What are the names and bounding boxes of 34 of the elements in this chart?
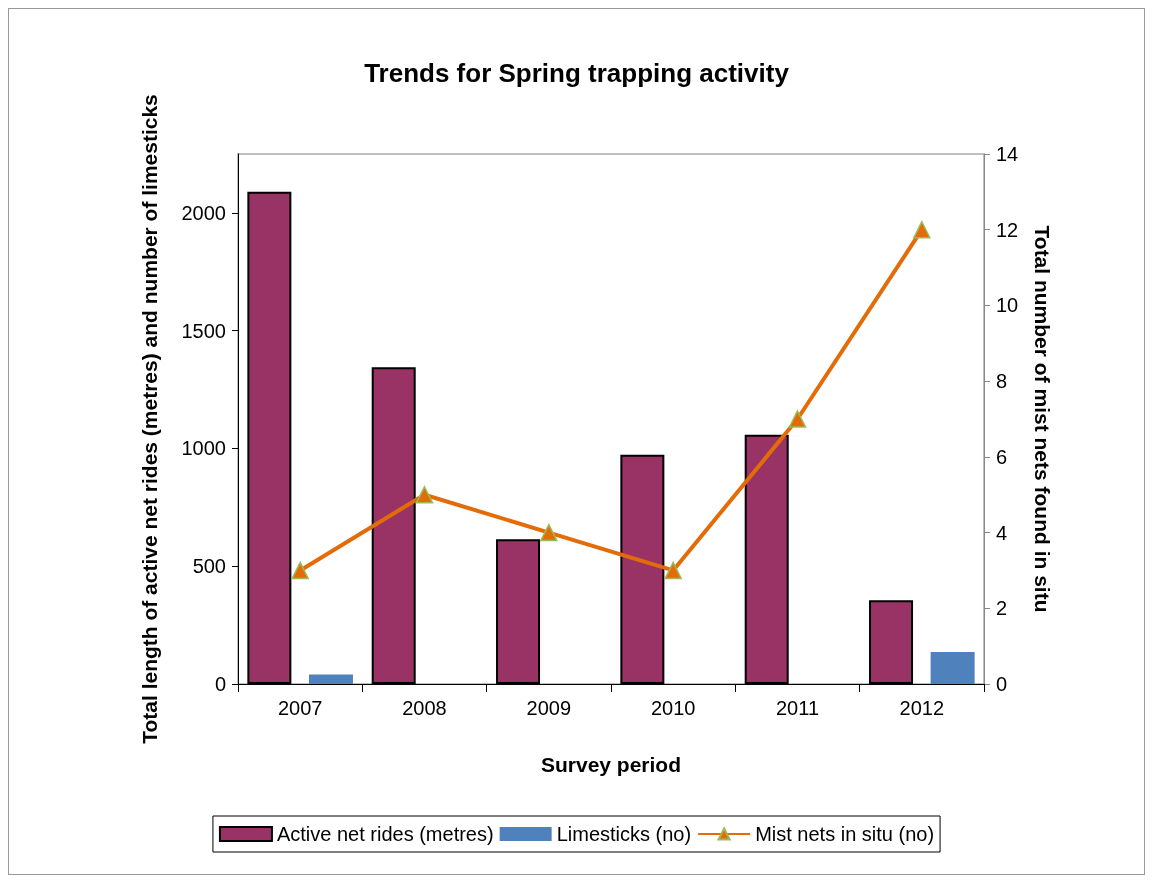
bar — [308, 674, 353, 684]
y-tick-label: 2000 — [181, 201, 226, 224]
y-tick-label: 1000 — [181, 437, 226, 460]
point — [913, 220, 931, 239]
x-tick-label: 2011 — [775, 697, 820, 719]
bar — [930, 651, 975, 684]
legend-label: Active net rides (metres) — [276, 823, 494, 845]
y-tick-label: 500 — [192, 555, 226, 578]
legend-label: Limesticks (no) — [556, 823, 692, 845]
x-tick-label: 2009 — [526, 697, 572, 719]
y2-tick-label: 8 — [996, 370, 1008, 393]
y2-axis-title: Total number of mist nets found in situ — [1030, 225, 1054, 613]
y2-tick-label: 14 — [996, 143, 1019, 165]
x-tick-label: 2007 — [277, 697, 323, 719]
x-tick-label: 2010 — [650, 697, 696, 719]
x-axis-title: Survey period — [540, 753, 682, 776]
x-tick-label: 2012 — [899, 697, 945, 719]
y2-tick-label: 6 — [996, 445, 1008, 468]
y-tick-label: 1500 — [181, 319, 226, 342]
legend-label: Mist nets in situ (no) — [755, 823, 935, 845]
y2-tick-label: 10 — [996, 294, 1019, 317]
point — [415, 485, 434, 504]
point — [540, 523, 558, 542]
point — [788, 410, 807, 428]
y-tick-label: 0 — [214, 673, 226, 695]
point — [291, 561, 309, 580]
y2-tick-label: 12 — [996, 218, 1019, 241]
y2-tick-label: 4 — [996, 521, 1008, 544]
point — [664, 561, 682, 580]
y2-tick-label: 2 — [996, 597, 1008, 620]
x-tick-label: 2008 — [402, 697, 447, 719]
chart-title: Trends for Spring trapping activity — [364, 58, 790, 88]
y-axis-title: Total length of active net rides (metres) and number of limesticks — [137, 94, 161, 744]
y2-tick-label: 0 — [996, 673, 1008, 695]
